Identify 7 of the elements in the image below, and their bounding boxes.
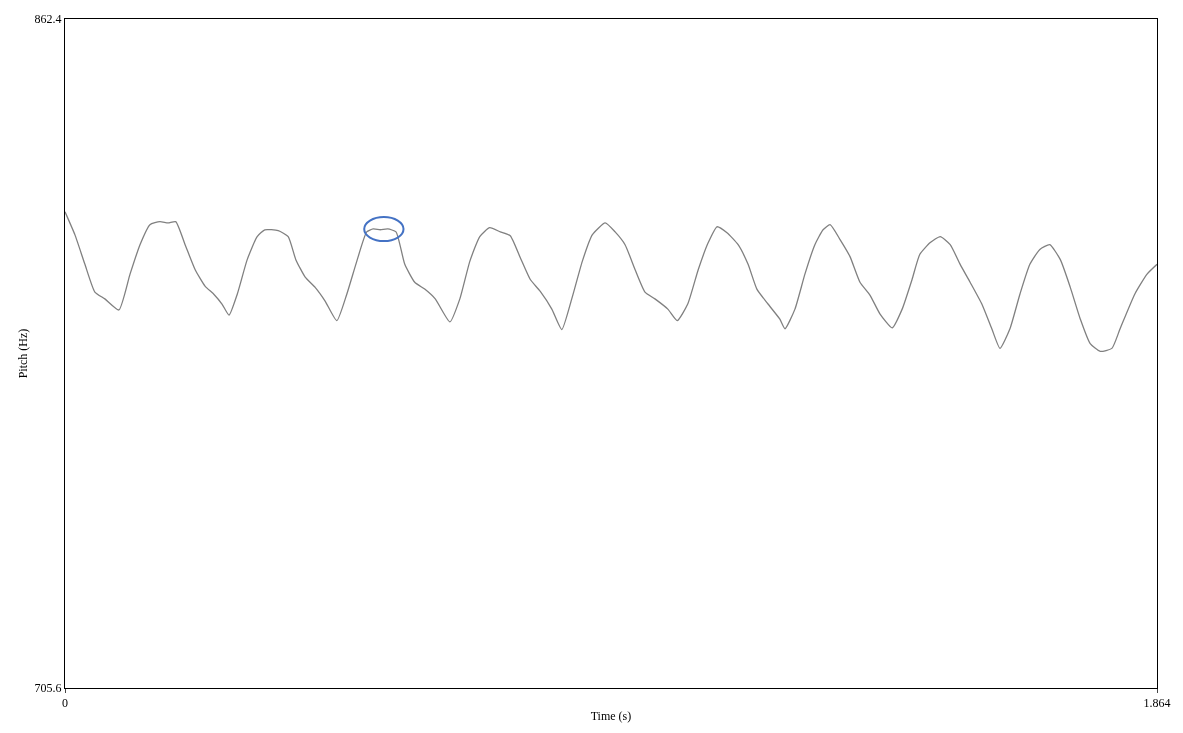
line-series xyxy=(65,211,1157,353)
y-tick-label: 705.6 xyxy=(34,681,62,696)
y-axis-title: Pitch (Hz) xyxy=(15,328,30,379)
y-tick-label: 862.4 xyxy=(34,12,62,27)
x-tick-label: 0 xyxy=(62,696,68,711)
x-tick-label: 1.864 xyxy=(1143,696,1171,711)
x-axis-title: Time (s) xyxy=(590,709,632,724)
